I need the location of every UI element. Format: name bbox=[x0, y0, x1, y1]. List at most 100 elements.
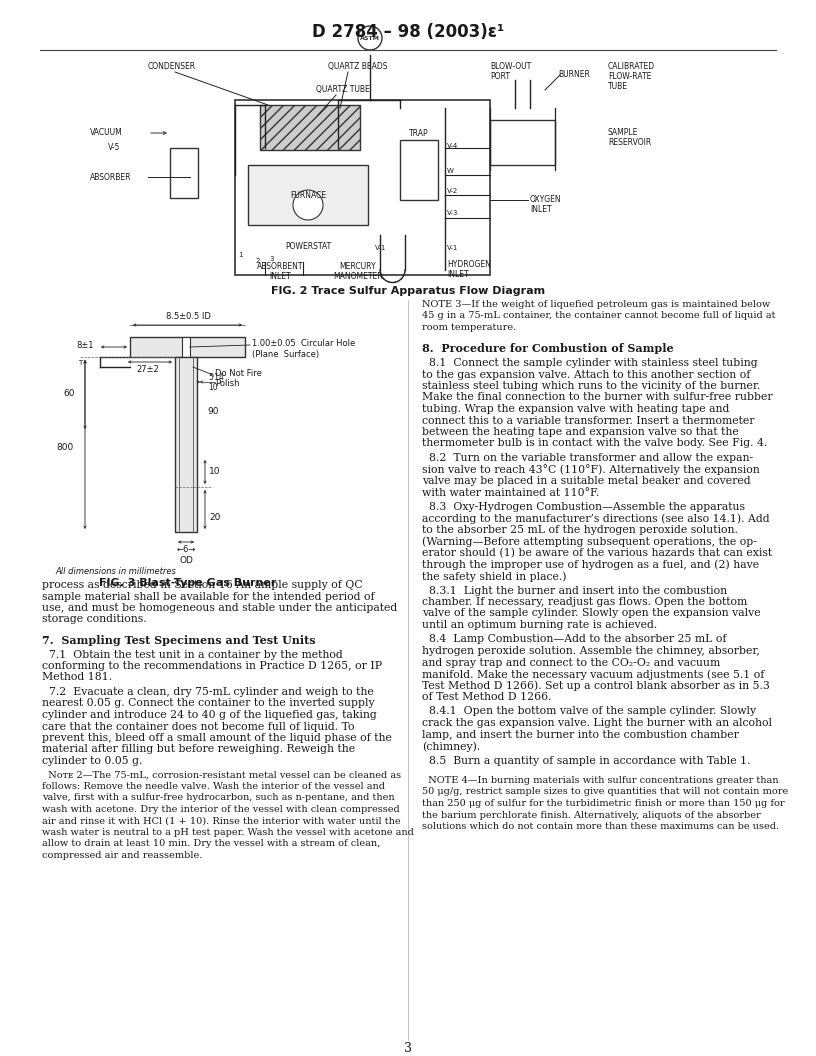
Text: FIG. 2 Trace Sulfur Apparatus Flow Diagram: FIG. 2 Trace Sulfur Apparatus Flow Diagr… bbox=[271, 286, 545, 296]
Text: process as described in Section 16 An ample supply of QC: process as described in Section 16 An am… bbox=[42, 580, 362, 590]
Text: 50 μg/g, restrict sample sizes to give quantities that will not contain more: 50 μg/g, restrict sample sizes to give q… bbox=[422, 788, 788, 796]
Bar bbox=[170, 148, 198, 199]
Text: TUBE: TUBE bbox=[608, 82, 628, 91]
Text: 800: 800 bbox=[57, 442, 74, 452]
Text: V-5: V-5 bbox=[108, 143, 121, 152]
Text: OD: OD bbox=[179, 557, 193, 565]
Text: valve, first with a sulfur-free hydrocarbon, such as n-pentane, and then: valve, first with a sulfur-free hydrocar… bbox=[42, 793, 395, 803]
Text: 7.1  Obtain the test unit in a container by the method: 7.1 Obtain the test unit in a container … bbox=[42, 649, 343, 660]
Text: NOTE 4—In burning materials with sulfur concentrations greater than: NOTE 4—In burning materials with sulfur … bbox=[422, 776, 778, 785]
Text: INLET: INLET bbox=[447, 270, 468, 279]
Text: 8.  Procedure for Combustion of Sample: 8. Procedure for Combustion of Sample bbox=[422, 343, 674, 355]
Text: FURNACE: FURNACE bbox=[290, 190, 326, 200]
Text: Polish: Polish bbox=[215, 379, 240, 388]
Text: 60: 60 bbox=[64, 390, 75, 398]
Circle shape bbox=[358, 26, 382, 50]
Text: 8.1  Connect the sample cylinder with stainless steel tubing: 8.1 Connect the sample cylinder with sta… bbox=[422, 358, 757, 367]
Text: MERCURY: MERCURY bbox=[339, 262, 376, 271]
Text: (Warning—Before attempting subsequent operations, the op-: (Warning—Before attempting subsequent op… bbox=[422, 536, 757, 547]
Text: 8.3.1  Light the burner and insert into the combustion: 8.3.1 Light the burner and insert into t… bbox=[422, 585, 727, 596]
Text: 7.  Sampling Test Specimens and Test Units: 7. Sampling Test Specimens and Test Unit… bbox=[42, 635, 316, 646]
Text: material after filling but before reweighing. Reweigh the: material after filling but before reweig… bbox=[42, 744, 355, 754]
Text: use, and must be homogeneous and stable under the anticipated: use, and must be homogeneous and stable … bbox=[42, 603, 397, 612]
Text: and spray trap and connect to the CO₂-O₂ and vacuum: and spray trap and connect to the CO₂-O₂… bbox=[422, 658, 721, 667]
Text: crack the gas expansion valve. Light the burner with an alcohol: crack the gas expansion valve. Light the… bbox=[422, 718, 772, 728]
Text: (chimney).: (chimney). bbox=[422, 741, 481, 752]
Text: RESERVOIR: RESERVOIR bbox=[608, 138, 651, 147]
Text: 10: 10 bbox=[208, 382, 218, 392]
Text: 27±2: 27±2 bbox=[136, 365, 159, 374]
Bar bbox=[175, 357, 197, 532]
Text: ASTM: ASTM bbox=[360, 36, 380, 40]
Text: QUARTZ TUBE: QUARTZ TUBE bbox=[316, 84, 370, 94]
Text: compressed air and reassemble.: compressed air and reassemble. bbox=[42, 851, 202, 860]
Text: stainless steel tubing which runs to the vicinity of the burner.: stainless steel tubing which runs to the… bbox=[422, 381, 761, 391]
Text: room temperature.: room temperature. bbox=[422, 323, 517, 332]
Bar bbox=[260, 105, 360, 150]
Text: to the absorber 25 mL of the hydrogen peroxide solution.: to the absorber 25 mL of the hydrogen pe… bbox=[422, 525, 738, 535]
Text: hydrogen peroxide solution. Assemble the chimney, absorber,: hydrogen peroxide solution. Assemble the… bbox=[422, 646, 760, 656]
Text: Nᴏᴛᴇ 2—The 75-mL, corrosion-resistant metal vessel can be cleaned as: Nᴏᴛᴇ 2—The 75-mL, corrosion-resistant me… bbox=[42, 771, 401, 779]
Text: SAMPLE: SAMPLE bbox=[608, 128, 638, 137]
Text: cylinder and introduce 24 to 40 g of the liquefied gas, taking: cylinder and introduce 24 to 40 g of the… bbox=[42, 710, 377, 720]
Text: OXYGEN: OXYGEN bbox=[530, 195, 561, 204]
Text: storage conditions.: storage conditions. bbox=[42, 615, 147, 624]
Text: wash with acetone. Dry the interior of the vessel with clean compressed: wash with acetone. Dry the interior of t… bbox=[42, 805, 400, 814]
Text: 3: 3 bbox=[404, 1042, 412, 1055]
Text: FIG. 3 Blast-Type Gas Burner: FIG. 3 Blast-Type Gas Burner bbox=[100, 578, 277, 588]
Text: 8.2  Turn on the variable transformer and allow the expan-: 8.2 Turn on the variable transformer and… bbox=[422, 453, 753, 463]
Text: 5ⁱ14: 5ⁱ14 bbox=[208, 373, 224, 381]
Text: BLOW-OUT: BLOW-OUT bbox=[490, 62, 531, 71]
Text: ←6→: ←6→ bbox=[176, 545, 196, 554]
Text: V-4: V-4 bbox=[447, 143, 459, 149]
Text: 8.4.1  Open the bottom valve of the sample cylinder. Slowly: 8.4.1 Open the bottom valve of the sampl… bbox=[422, 706, 756, 717]
Text: chamber. If necessary, readjust gas flows. Open the bottom: chamber. If necessary, readjust gas flow… bbox=[422, 597, 747, 607]
Text: V-3: V-3 bbox=[447, 210, 459, 216]
Text: nearest 0.05 g. Connect the container to the inverted supply: nearest 0.05 g. Connect the container to… bbox=[42, 698, 375, 709]
Text: POWERSTAT: POWERSTAT bbox=[285, 242, 331, 251]
Bar bbox=[400, 140, 438, 200]
Text: CONDENSER: CONDENSER bbox=[148, 62, 196, 71]
Circle shape bbox=[293, 190, 323, 220]
Text: erator should (1) be aware of the various hazards that can exist: erator should (1) be aware of the variou… bbox=[422, 548, 772, 559]
Text: 1: 1 bbox=[237, 252, 242, 258]
Text: 8.5  Burn a quantity of sample in accordance with Table 1.: 8.5 Burn a quantity of sample in accorda… bbox=[422, 755, 751, 766]
Text: V-2: V-2 bbox=[447, 188, 459, 194]
Text: W: W bbox=[447, 168, 454, 174]
Text: 45 g in a 75-mL container, the container cannot become full of liquid at: 45 g in a 75-mL container, the container… bbox=[422, 312, 775, 321]
Text: valve may be placed in a suitable metal beaker and covered: valve may be placed in a suitable metal … bbox=[422, 476, 751, 486]
Text: sion valve to reach 43°C (110°F). Alternatively the expansion: sion valve to reach 43°C (110°F). Altern… bbox=[422, 465, 760, 475]
Text: care that the container does not become full of liquid. To: care that the container does not become … bbox=[42, 721, 354, 732]
Text: 2: 2 bbox=[255, 258, 260, 264]
Bar bbox=[248, 165, 368, 225]
Text: connect this to a variable transformer. Insert a thermometer: connect this to a variable transformer. … bbox=[422, 415, 755, 426]
Text: with water maintained at 110°F.: with water maintained at 110°F. bbox=[422, 488, 599, 497]
Text: HYDROGEN: HYDROGEN bbox=[447, 260, 491, 269]
Text: according to the manufacturer’s directions (see also 14.1). Add: according to the manufacturer’s directio… bbox=[422, 513, 769, 524]
Text: CALIBRATED: CALIBRATED bbox=[608, 62, 655, 71]
Text: through the improper use of hydrogen as a fuel, and (2) have: through the improper use of hydrogen as … bbox=[422, 560, 759, 570]
Text: INLET: INLET bbox=[269, 272, 290, 281]
Text: thermometer bulb is in contact with the valve body. See Fig. 4.: thermometer bulb is in contact with the … bbox=[422, 438, 767, 449]
Text: tubing. Wrap the expansion valve with heating tape and: tubing. Wrap the expansion valve with he… bbox=[422, 404, 730, 414]
Bar bbox=[130, 337, 245, 357]
Text: conforming to the recommendations in Practice D 1265, or IP: conforming to the recommendations in Pra… bbox=[42, 661, 382, 671]
Text: cylinder to 0.05 g.: cylinder to 0.05 g. bbox=[42, 756, 142, 766]
Text: solutions which do not contain more than these maximums can be used.: solutions which do not contain more than… bbox=[422, 822, 779, 831]
Text: T: T bbox=[78, 360, 82, 366]
Bar bbox=[182, 337, 190, 357]
Text: 8.5±0.5 ID: 8.5±0.5 ID bbox=[166, 312, 211, 321]
Text: 8.3  Oxy-Hydrogen Combustion—Assemble the apparatus: 8.3 Oxy-Hydrogen Combustion—Assemble the… bbox=[422, 502, 745, 512]
Text: to the gas expansion valve. Attach to this another section of: to the gas expansion valve. Attach to th… bbox=[422, 370, 751, 379]
Text: Do Not Fire: Do Not Fire bbox=[215, 369, 262, 378]
Text: the barium perchlorate finish. Alternatively, aliquots of the absorber: the barium perchlorate finish. Alternati… bbox=[422, 811, 761, 819]
Text: between the heating tape and expansion valve so that the: between the heating tape and expansion v… bbox=[422, 427, 738, 437]
Text: VACUUM: VACUUM bbox=[90, 128, 122, 137]
Text: Test Method D 1266). Set up a control blank absorber as in 5.3: Test Method D 1266). Set up a control bl… bbox=[422, 680, 769, 691]
Text: INLET: INLET bbox=[530, 205, 552, 214]
Text: sample material shall be available for the intended period of: sample material shall be available for t… bbox=[42, 591, 375, 602]
Text: FLOW-RATE: FLOW-RATE bbox=[608, 72, 651, 81]
Text: 8.4  Lamp Combustion—Add to the absorber 25 mL of: 8.4 Lamp Combustion—Add to the absorber … bbox=[422, 635, 726, 644]
Bar bbox=[235, 100, 490, 275]
Text: ABSORBER: ABSORBER bbox=[90, 173, 131, 182]
